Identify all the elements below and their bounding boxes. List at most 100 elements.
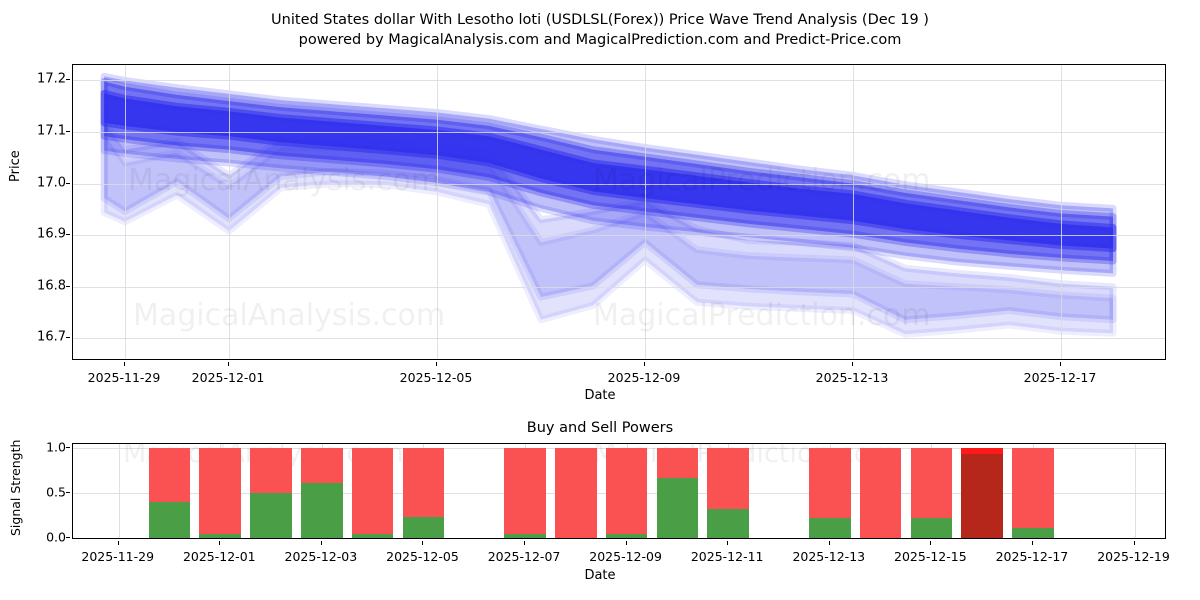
- grid-line-vertical: [645, 65, 646, 359]
- bar[interactable]: [402, 448, 445, 538]
- x-axis-tick-mark: [117, 541, 119, 545]
- sell-power-segment: [1012, 448, 1054, 529]
- x-axis-tick-label: 2025-12-13: [815, 370, 889, 385]
- x-axis-tick-label: 2025-12-05: [386, 549, 459, 564]
- x-axis-tick-label: 2025-11-29: [81, 549, 155, 564]
- x-axis-tick-label: 2025-12-15: [894, 549, 967, 564]
- x-axis-tick-label: 2025-11-29: [87, 370, 161, 385]
- sell-power-segment: [250, 448, 292, 494]
- x-axis-tick-mark: [644, 362, 645, 366]
- buy-power-segment: [656, 478, 699, 538]
- x-axis-tick-mark: [625, 541, 627, 545]
- y-axis-tick-mark: [66, 285, 70, 287]
- bar-today[interactable]: [961, 448, 1003, 538]
- sell-power-segment: [910, 448, 953, 519]
- x-axis-tick-label: 2025-12-11: [690, 549, 764, 564]
- grid-line-vertical: [853, 65, 854, 359]
- x-axis-tick-mark: [436, 362, 437, 366]
- grid-line-horizontal: [73, 338, 1165, 340]
- y-axis-tick-mark: [66, 234, 70, 236]
- bar[interactable]: [910, 448, 953, 538]
- sell-power-segment: [656, 448, 699, 479]
- bar[interactable]: [605, 448, 648, 538]
- bar[interactable]: [555, 448, 597, 538]
- bar[interactable]: [656, 448, 699, 538]
- y-axis-tick-mark: [66, 492, 70, 494]
- page-title: United States dollar With Lesotho loti (…: [0, 10, 1200, 50]
- y-axis-tick-label: 1.0: [46, 439, 66, 455]
- grid-line-vertical: [1061, 65, 1062, 359]
- buy-power-segment: [301, 483, 343, 538]
- bar[interactable]: [808, 448, 851, 538]
- y-axis-tick-label: 16.7: [37, 329, 66, 345]
- bar[interactable]: [351, 448, 394, 538]
- x-axis-tick-mark: [727, 541, 729, 545]
- grid-line-vertical: [229, 65, 230, 359]
- sell-power-segment: [301, 448, 343, 484]
- y-axis-tick-mark: [66, 79, 70, 81]
- x-axis-tick-mark: [219, 541, 221, 545]
- bar[interactable]: [301, 448, 343, 538]
- grid-line-horizontal: [73, 183, 1165, 185]
- sell-power-segment: [859, 448, 902, 538]
- buy-power-segment: [148, 502, 191, 538]
- x-axis-tick-label: 2025-12-03: [284, 549, 358, 564]
- bar[interactable]: [199, 448, 242, 538]
- x-axis-tick-label: 2025-12-09: [607, 370, 681, 385]
- x-axis-tick-mark: [228, 362, 229, 366]
- x-axis-tick-label: 2025-12-13: [792, 549, 866, 564]
- x-axis-tick-mark: [422, 541, 424, 545]
- grid-line-vertical: [1134, 444, 1136, 538]
- signal-x-axis-ticks: 2025-11-29 2025-12-01 2025-12-03 2025-12-05…: [72, 541, 1170, 571]
- buy-power-segment: [1012, 528, 1054, 538]
- bar[interactable]: [707, 448, 750, 538]
- y-axis-tick-label: 0.0: [46, 529, 66, 545]
- buy-power-segment: [199, 534, 242, 538]
- bar[interactable]: [504, 448, 546, 538]
- grid-line-horizontal: [73, 286, 1165, 288]
- buy-power-segment: [605, 534, 648, 538]
- grid-line-vertical: [118, 444, 120, 538]
- x-axis-tick-mark: [852, 362, 853, 366]
- y-axis-tick-mark: [66, 131, 70, 133]
- x-axis-tick-mark: [930, 541, 932, 545]
- x-axis-tick-mark: [828, 541, 830, 545]
- x-axis-tick-label: 2025-12-01: [191, 370, 265, 385]
- grid-line-vertical: [125, 65, 126, 359]
- buy-power-segment: [707, 509, 750, 538]
- sell-power-segment: [148, 448, 191, 503]
- y-axis-tick-label: 0.5: [46, 484, 66, 500]
- x-axis-tick-mark: [1133, 541, 1135, 545]
- signal-x-axis-label: Date: [584, 568, 616, 583]
- buy-power-segment: [250, 493, 292, 538]
- y-axis-tick-mark: [66, 537, 70, 538]
- x-axis-tick-label: 2025-12-17: [995, 549, 1069, 564]
- sell-power-segment: [504, 448, 546, 535]
- buy-sell-title: Buy and Sell Powers: [526, 420, 674, 436]
- price-wave-bands: [100, 72, 1117, 338]
- y-axis-tick-label: 16.9: [37, 226, 66, 242]
- y-axis-tick-mark: [66, 337, 70, 339]
- y-axis-tick-label: 17.2: [37, 71, 66, 87]
- buy-power-segment: [351, 534, 394, 538]
- sell-power-segment: [707, 448, 750, 510]
- x-axis-tick-label: 2025-12-19: [1097, 549, 1170, 564]
- signal-y-axis-ticks: 0.0 0.5 1.0: [8, 439, 70, 545]
- x-axis-tick-label: 2025-12-17: [1023, 370, 1097, 385]
- price-wave-chart: MagicalAnalysis.comMagicalPrediction.com…: [72, 64, 1166, 360]
- y-axis-tick-label: 16.8: [37, 278, 66, 294]
- bar[interactable]: [148, 448, 191, 538]
- y-axis-tick-label: 17.0: [37, 175, 66, 191]
- x-axis-tick-mark: [1031, 541, 1033, 545]
- grid-line-horizontal: [73, 132, 1165, 134]
- buy-power-segment: [402, 517, 445, 538]
- grid-line-vertical: [437, 65, 438, 359]
- price-x-axis-label: Date: [584, 388, 616, 403]
- sell-power-segment: [351, 448, 394, 535]
- y-axis-tick-mark: [66, 447, 70, 449]
- bar[interactable]: [1012, 448, 1054, 538]
- bar[interactable]: [250, 448, 292, 538]
- bar[interactable]: [859, 448, 902, 538]
